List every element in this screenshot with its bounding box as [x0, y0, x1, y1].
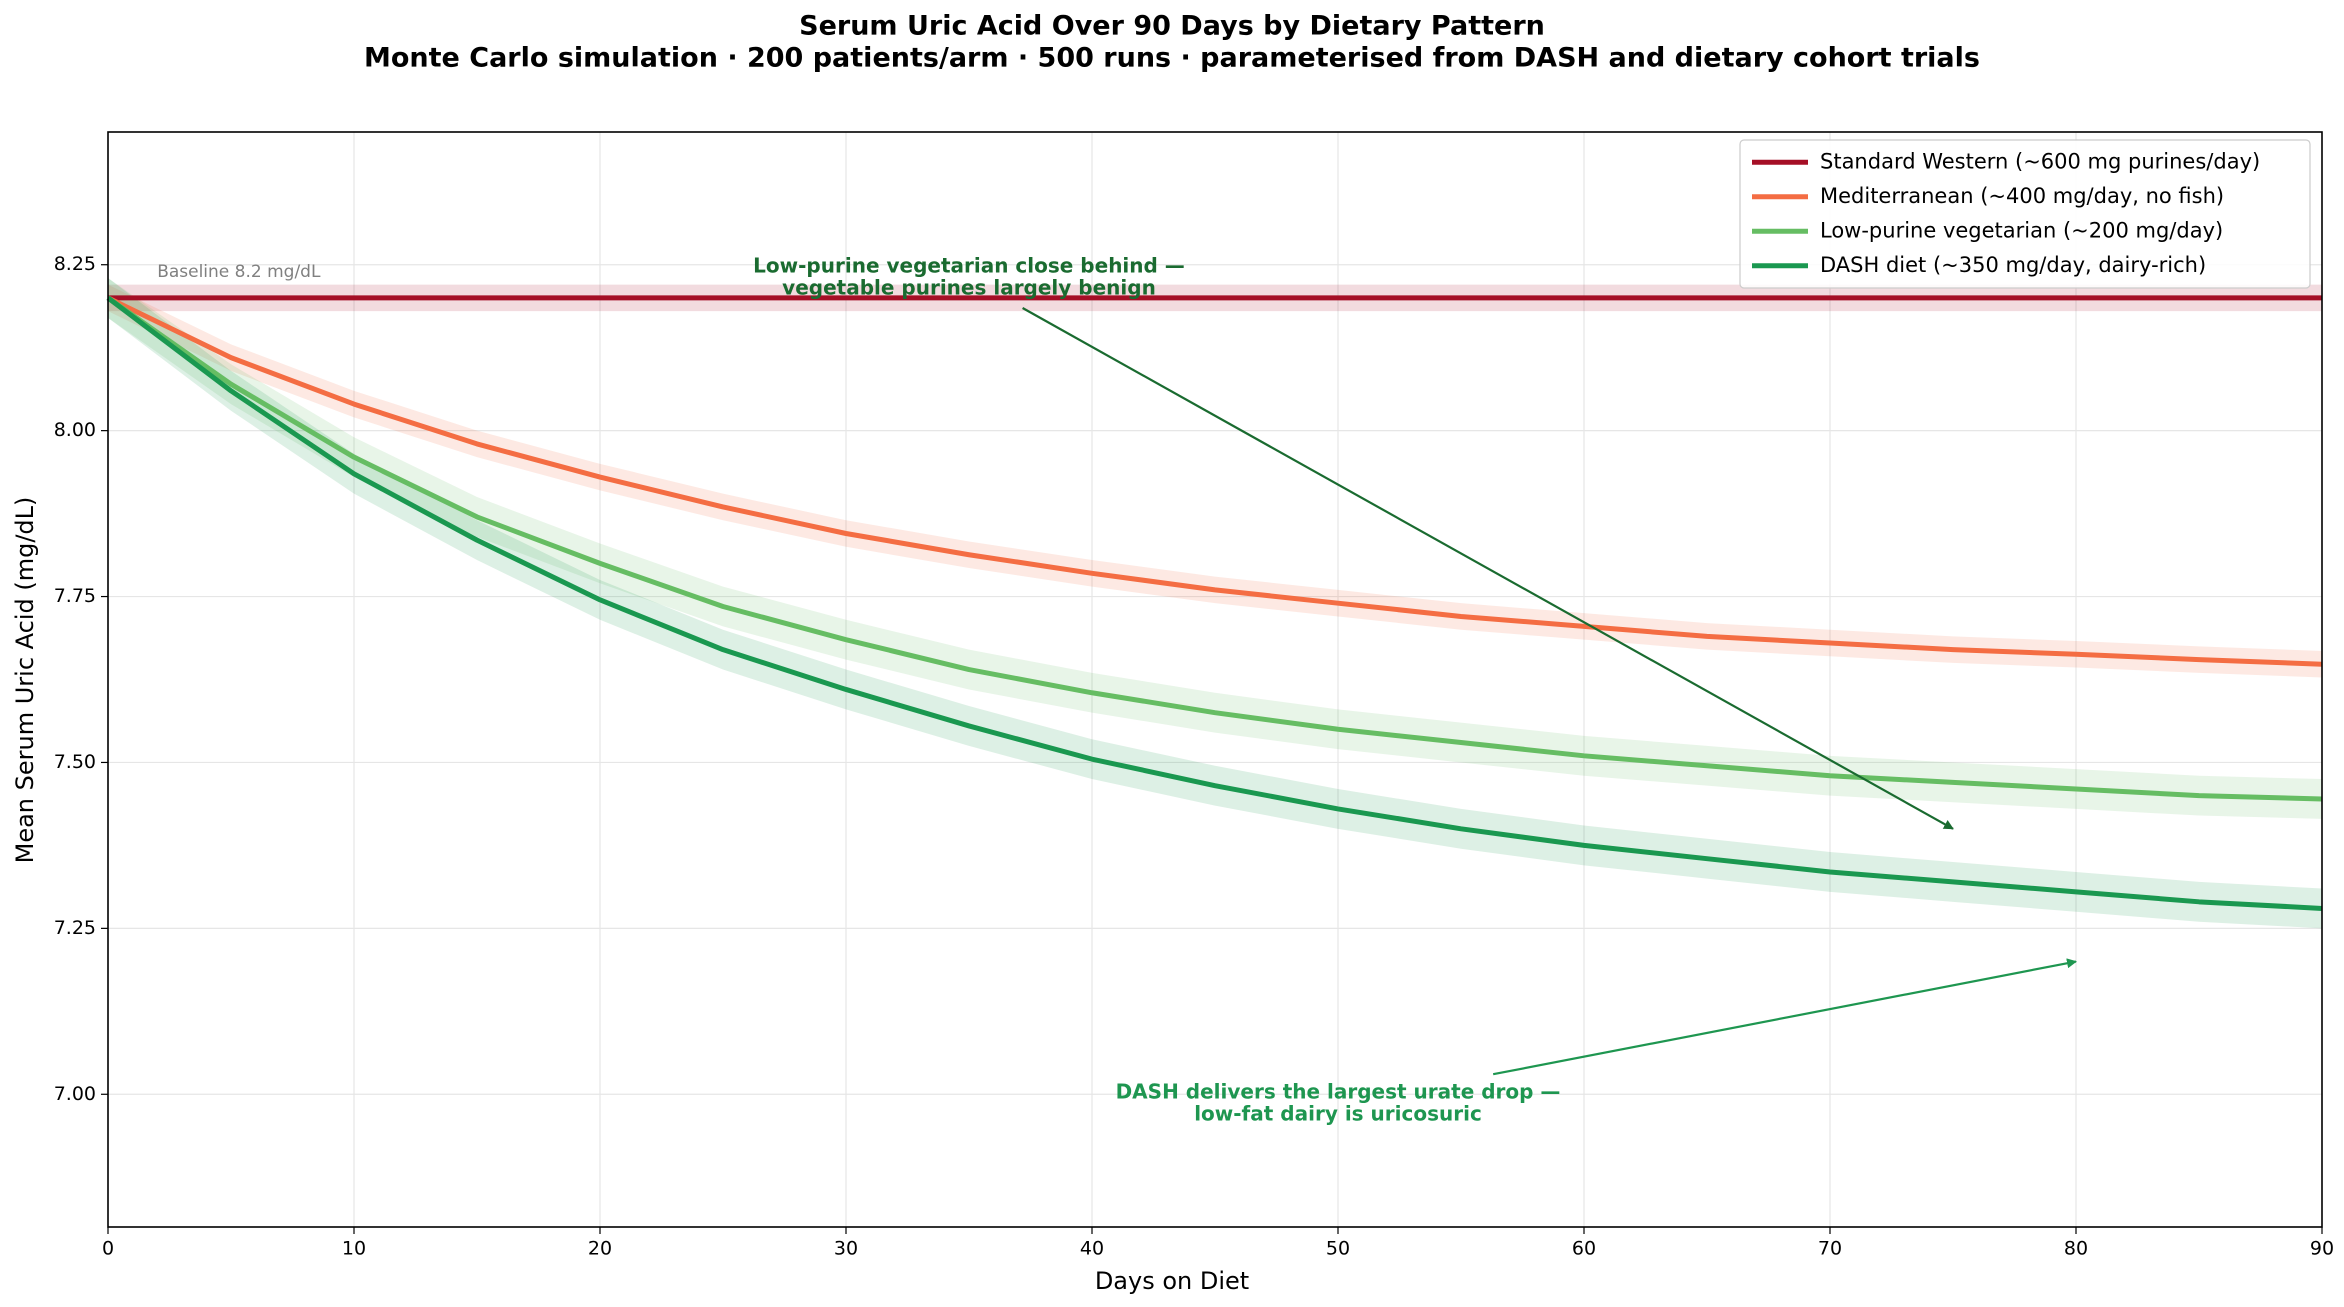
y-tick-label: 7.25: [54, 917, 96, 939]
ticks: 0 10 20 30 40 50 60 70 80 90 7.00 7.25 7.50 7.75 8.00 8…: [54, 253, 2334, 1259]
plot-area: Baseline 8.2 mg/dL Low-purine vegetarian …: [106, 254, 2323, 1126]
series-line: [106, 295, 2323, 667]
x-tick-label: 10: [342, 1238, 366, 1260]
baseline-label: Baseline 8.2 mg/dL: [157, 262, 321, 282]
confidence-band: [108, 284, 2322, 678]
legend-label: Low-purine vegetarian (~200 mg/day): [1820, 218, 2223, 242]
confidence-band: [108, 278, 2322, 929]
x-axis-label: Days on Diet: [1095, 1267, 1249, 1295]
chart-subtitle: Monte Carlo simulation · 200 patients/ar…: [364, 43, 1980, 74]
x-tick-label: 30: [834, 1238, 858, 1260]
x-tick-label: 20: [588, 1238, 612, 1260]
x-tick-label: 90: [2310, 1238, 2334, 1260]
annotation-arrow: [1022, 307, 1954, 830]
legend-label: Standard Western (~600 mg purines/day): [1820, 149, 2260, 173]
legend: Standard Western (~600 mg purines/day) Me…: [1739, 139, 2311, 289]
y-tick-label: 7.75: [54, 585, 96, 607]
annotation-text: vegetable purines largely benign: [782, 276, 1156, 300]
y-tick-label: 7.00: [54, 1083, 96, 1105]
y-axis-label: Mean Serum Uric Acid (mg/dL): [11, 497, 39, 864]
series-line: [106, 295, 2323, 802]
axes-frame: [107, 131, 2323, 1228]
y-tick-label: 8.25: [54, 253, 96, 275]
annotation-arrow: [1492, 958, 2077, 1076]
annotation-text: low-fat dairy is uricosuric: [1194, 1102, 1482, 1126]
x-tick-label: 40: [1080, 1238, 1104, 1260]
legend-box: [1739, 139, 2311, 289]
legend-label: Mediterranean (~400 mg/day, no fish): [1820, 184, 2224, 208]
y-tick-label: 7.50: [54, 751, 96, 773]
x-tick-label: 70: [1818, 1238, 1842, 1260]
legend-label: DASH diet (~350 mg/day, dairy-rich): [1820, 253, 2206, 277]
x-tick-label: 60: [1572, 1238, 1596, 1260]
x-tick-label: 80: [2064, 1238, 2088, 1260]
x-tick-label: 0: [102, 1238, 114, 1260]
series-line: [106, 295, 2323, 911]
chart-title: Serum Uric Acid Over 90 Days by Dietary …: [799, 11, 1545, 42]
x-tick-label: 50: [1326, 1238, 1350, 1260]
annotation-text: Low-purine vegetarian close behind —: [753, 254, 1185, 278]
y-tick-label: 8.00: [54, 419, 96, 441]
annotation-text: DASH delivers the largest urate drop —: [1116, 1080, 1561, 1104]
